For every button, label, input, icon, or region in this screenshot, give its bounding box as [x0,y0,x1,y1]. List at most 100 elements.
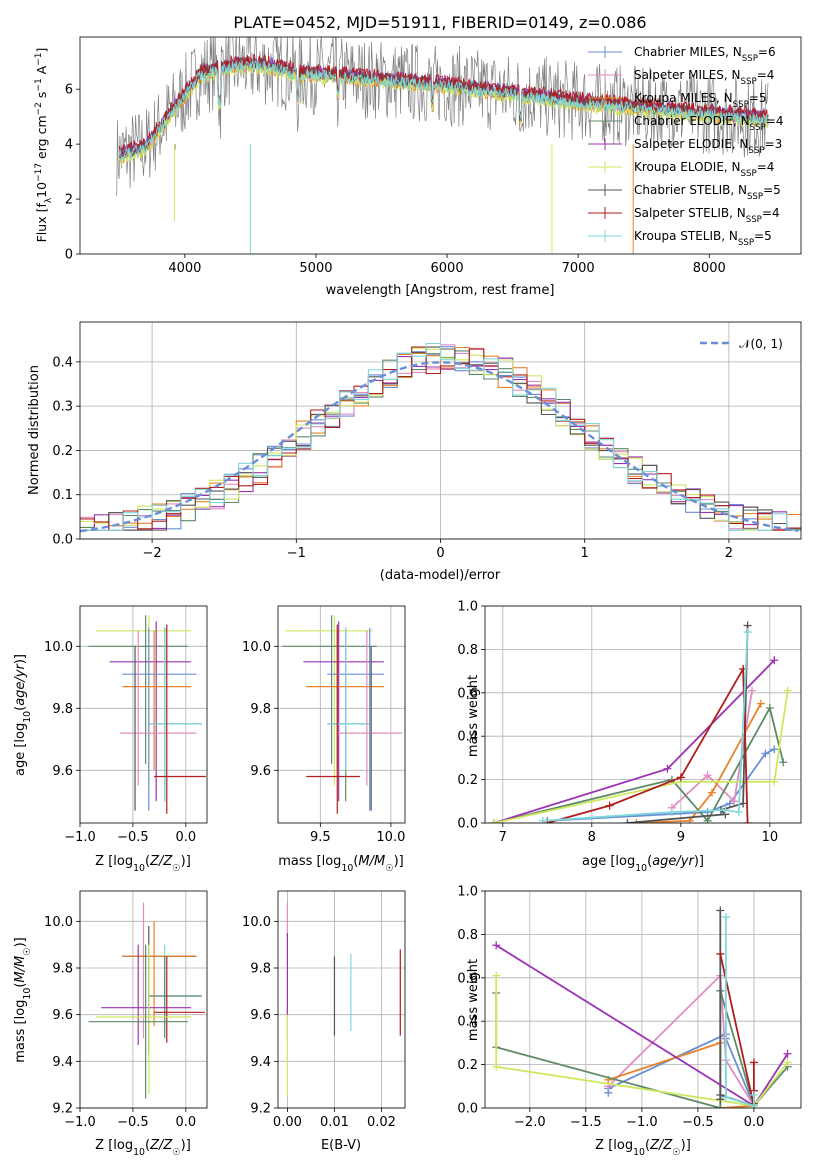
mw-z-frame [484,890,802,1109]
mw-age-point-marker [623,819,632,823]
mw-age-point-marker [734,808,743,817]
age-mass-axes: 9.5 10.0 9.6 9.8 10.0 mass [log10(M/M☉)] [242,605,406,874]
spectrum-ylabel: Flux [fλ10−17 erg cm−2 s−1 A−1] [34,48,54,243]
mw-age-ytick-label: 0.4 [457,730,478,745]
mw-z-point-marker [783,1058,792,1067]
mw-z-point-marker [716,1104,725,1108]
spectrum-axes: 4000 5000 6000 7000 8000 0 2 4 6 wavelength [Angs… [34,36,802,298]
mw-z-point-marker [492,971,501,980]
legend-entry: Chabrier STELIB, NSSP=5 [634,183,781,202]
legend-entry: Kroupa STELIB, NSSP=5 [634,229,772,248]
mw-z-plot-area [492,906,792,1108]
spectrum-legend: Chabrier MILES, NSSP=6 Salpeter MILES, NS… [588,45,783,248]
mw-age-point-marker [725,799,734,808]
mw-age-ytick-label: 1.0 [457,600,478,615]
age-z-ylabel: age [log10(age/yr)] [13,654,33,776]
age-mass-ytick-label: 9.8 [250,702,271,717]
age-z-ytick-label: 9.8 [52,702,73,717]
mw-age-point-marker [489,819,498,823]
mw-age-xtick-label: 8 [588,830,596,845]
residuals-axes: −2 −1 0 1 2 0.0 0.1 0.2 0.3 0.4 (data-model)/error… [27,321,802,583]
mass-z-ylabel: mass [log10(M/M☉)] [13,937,33,1063]
mw-age-point-marker [743,628,752,637]
mass-z-xtick-label: −1.0 [64,1115,96,1130]
mw-z-series-line [607,973,755,1107]
mw-age-point-marker [779,758,788,767]
spectrum-model-line [118,60,769,162]
spectrum-ytick-label: 6 [65,83,73,98]
mw-z-ytick-label: 1.0 [457,885,478,900]
mw-age-point-marker [783,686,792,695]
mw-z-point-marker [749,1101,758,1108]
mw-age-ytick-label: 0.6 [457,686,478,701]
mw-age-point-marker [703,808,712,817]
legend-entry: Chabrier MILES, NSSP=6 [634,45,776,64]
residuals-ytick-label: 0.2 [52,444,73,459]
residuals-ytick-label: 0.4 [52,355,73,370]
mw-age-point-marker [770,777,779,786]
mass-z-ytick-label: 10.0 [44,915,73,930]
mw-z-xlabel: Z [log10(Z/Z☉)] [595,1138,691,1158]
mw-age-point-marker [730,797,739,806]
mw-age-point-marker [703,771,712,780]
residuals-xtick-label: 1 [581,546,589,561]
age-z-ytick-label: 9.6 [52,764,73,779]
residuals-xtick-label: −1 [287,546,306,561]
age-mass-frame [277,605,406,824]
mw-age-point-marker [765,703,774,712]
spectrum-frame [79,36,802,255]
mass-z-ytick-label: 9.4 [52,1055,73,1070]
age-mass-xlabel: mass [log10(M/M☉)] [278,854,404,874]
mw-z-point-marker [716,906,725,915]
mw-z-point-marker [492,1062,501,1071]
mass-z-ytick-label: 9.8 [52,962,73,977]
mass-ebv-xtick-label: 0.02 [367,1115,396,1130]
age-z-ytick-label: 10.0 [44,640,73,655]
residual-histogram [80,346,801,531]
mw-z-series-line [719,953,755,1106]
age-mass-ytick-label: 10.0 [242,640,271,655]
legend-entry: Kroupa MILES, NSSP=5 [634,91,767,110]
mass-z-xlabel: Z [log10(Z/Z☉)] [95,1138,191,1158]
mw-z-xtick-label: 0.0 [744,1115,765,1130]
age-mass-plot-area [282,615,403,814]
mass-z-frame [79,890,208,1109]
mw-z-point-marker [749,1090,758,1099]
mw-age-series-line [493,690,789,823]
mw-age-point-marker [721,805,730,814]
legend-entry: Salpeter STELIB, NSSP=4 [634,206,780,225]
mw-age-point-marker [739,799,748,808]
age-z-xtick-label: −0.5 [117,830,149,845]
residuals-legend: 𝒩(0, 1) [700,337,783,351]
mw-age-point-marker [663,764,672,773]
spectrum-xtick-label: 7000 [562,261,595,276]
mw-age-series-line [542,631,749,822]
age-mass-ytick-label: 9.6 [250,764,271,779]
mw-age-point-marker [756,699,765,708]
legend-normal-label: 𝒩(0, 1) [739,337,783,351]
residuals-xtick-label: −2 [143,546,162,561]
mw-z-ytick-label: 0.6 [457,971,478,986]
age-mass-xtick-label: 10.0 [376,830,405,845]
mw-age-point-marker [770,656,779,665]
residuals-xlabel: (data-model)/error [380,568,501,583]
legend-entry: Kroupa ELODIE, NSSP=4 [634,160,774,179]
spectrum-xtick-label: 4000 [168,261,201,276]
mw-age-point-marker [748,686,757,695]
mw-z-xtick-label: −2.0 [514,1115,546,1130]
spectrum-xtick-label: 8000 [693,261,726,276]
mass-ebv-frame [277,890,406,1109]
mw-z-xtick-label: −1.0 [626,1115,658,1130]
spectrum-ytick-label: 4 [65,138,73,153]
mw-age-point-marker [632,819,641,823]
mw-age-xtick-label: 7 [499,830,507,845]
mw-z-xtick-label: −1.5 [570,1115,602,1130]
mw-age-series-line [671,690,753,809]
age-z-axes: −1.0 −0.5 0.0 9.6 9.8 10.0 Z [log10(Z/Z☉)] age … [13,605,208,874]
mass-ebv-ytick-label: 10.0 [242,915,271,930]
mw-age-series-line [547,665,749,823]
residuals-ylabel: Normed distribution [27,365,42,495]
mass-z-xtick-label: −0.5 [117,1115,149,1130]
mass-ebv-plot-area [286,902,401,1097]
mw-age-series-line [636,703,762,823]
